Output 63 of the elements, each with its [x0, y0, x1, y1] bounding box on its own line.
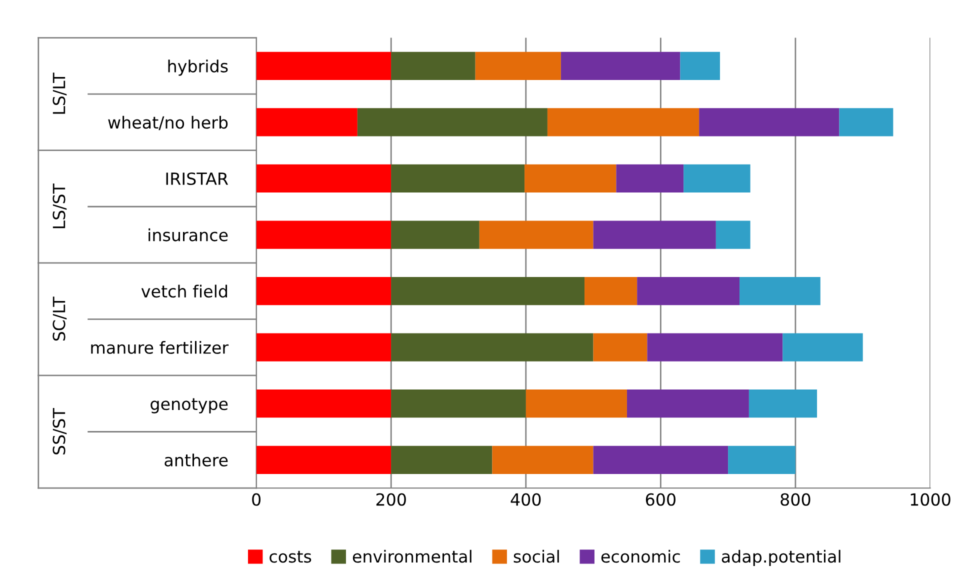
bar: [637, 276, 740, 306]
legend-label: adap.potential: [722, 550, 840, 566]
bar: [616, 164, 684, 193]
bar: [593, 333, 648, 362]
legend-label: costs: [270, 550, 312, 563]
y-tick-label: manure fertilizer: [91, 340, 229, 354]
x-tick-label: 200: [376, 493, 406, 506]
x-tick-label: 0: [252, 493, 261, 506]
bar: [391, 220, 480, 249]
text: SS/ST: [52, 408, 67, 454]
y-tick-label: IRISTAR: [166, 172, 228, 186]
y-tick-label: wheat/no herb: [108, 116, 228, 130]
bar: [256, 220, 392, 249]
y-tick-label: genotype: [150, 398, 228, 414]
bar: [716, 220, 750, 249]
bar: [479, 220, 594, 249]
legend-label: social: [514, 550, 559, 563]
bar: [782, 333, 863, 362]
bar: [560, 52, 680, 80]
x-tick-label: 400: [510, 493, 541, 506]
bar: [680, 52, 720, 80]
bar: [391, 276, 585, 306]
bar: [593, 220, 716, 249]
bar: [647, 333, 783, 362]
text: SC/LT: [52, 296, 67, 341]
bar: [584, 276, 638, 306]
bar: [475, 52, 561, 80]
y-tick-label: anthere: [164, 454, 228, 466]
bar: [626, 390, 749, 418]
legend-label: environmental: [352, 550, 472, 563]
bar: [593, 446, 728, 474]
bar: [728, 446, 796, 474]
y-tick-label: hybrids: [168, 60, 228, 76]
bar: [256, 390, 392, 418]
bar: [391, 164, 525, 193]
y-tick-label: insurance: [148, 228, 228, 242]
bar: [684, 164, 750, 193]
text: LS/LT: [52, 72, 67, 114]
text: LS/ST: [52, 183, 67, 228]
bar: [391, 446, 492, 474]
bar: [526, 390, 627, 418]
bar: [256, 108, 358, 136]
x-tick-label: 800: [780, 493, 810, 506]
legend-label: economic: [601, 550, 680, 563]
bar: [740, 276, 820, 306]
bar: [256, 446, 392, 474]
bar: [256, 52, 392, 80]
bar: [391, 52, 476, 80]
y-tick-label: vetch field: [141, 284, 228, 298]
bar: [699, 108, 840, 136]
bar: [391, 390, 526, 418]
bar: [256, 333, 392, 362]
x-tick-label: 1000: [910, 493, 950, 506]
bar: [256, 164, 392, 193]
bar: [547, 108, 700, 136]
bar: [748, 390, 818, 418]
bar: [256, 276, 392, 306]
bar: [391, 333, 594, 362]
bar: [357, 108, 548, 136]
x-tick-label: 600: [646, 493, 676, 506]
bar: [839, 108, 894, 136]
bar: [492, 446, 594, 474]
bar: [524, 164, 616, 193]
